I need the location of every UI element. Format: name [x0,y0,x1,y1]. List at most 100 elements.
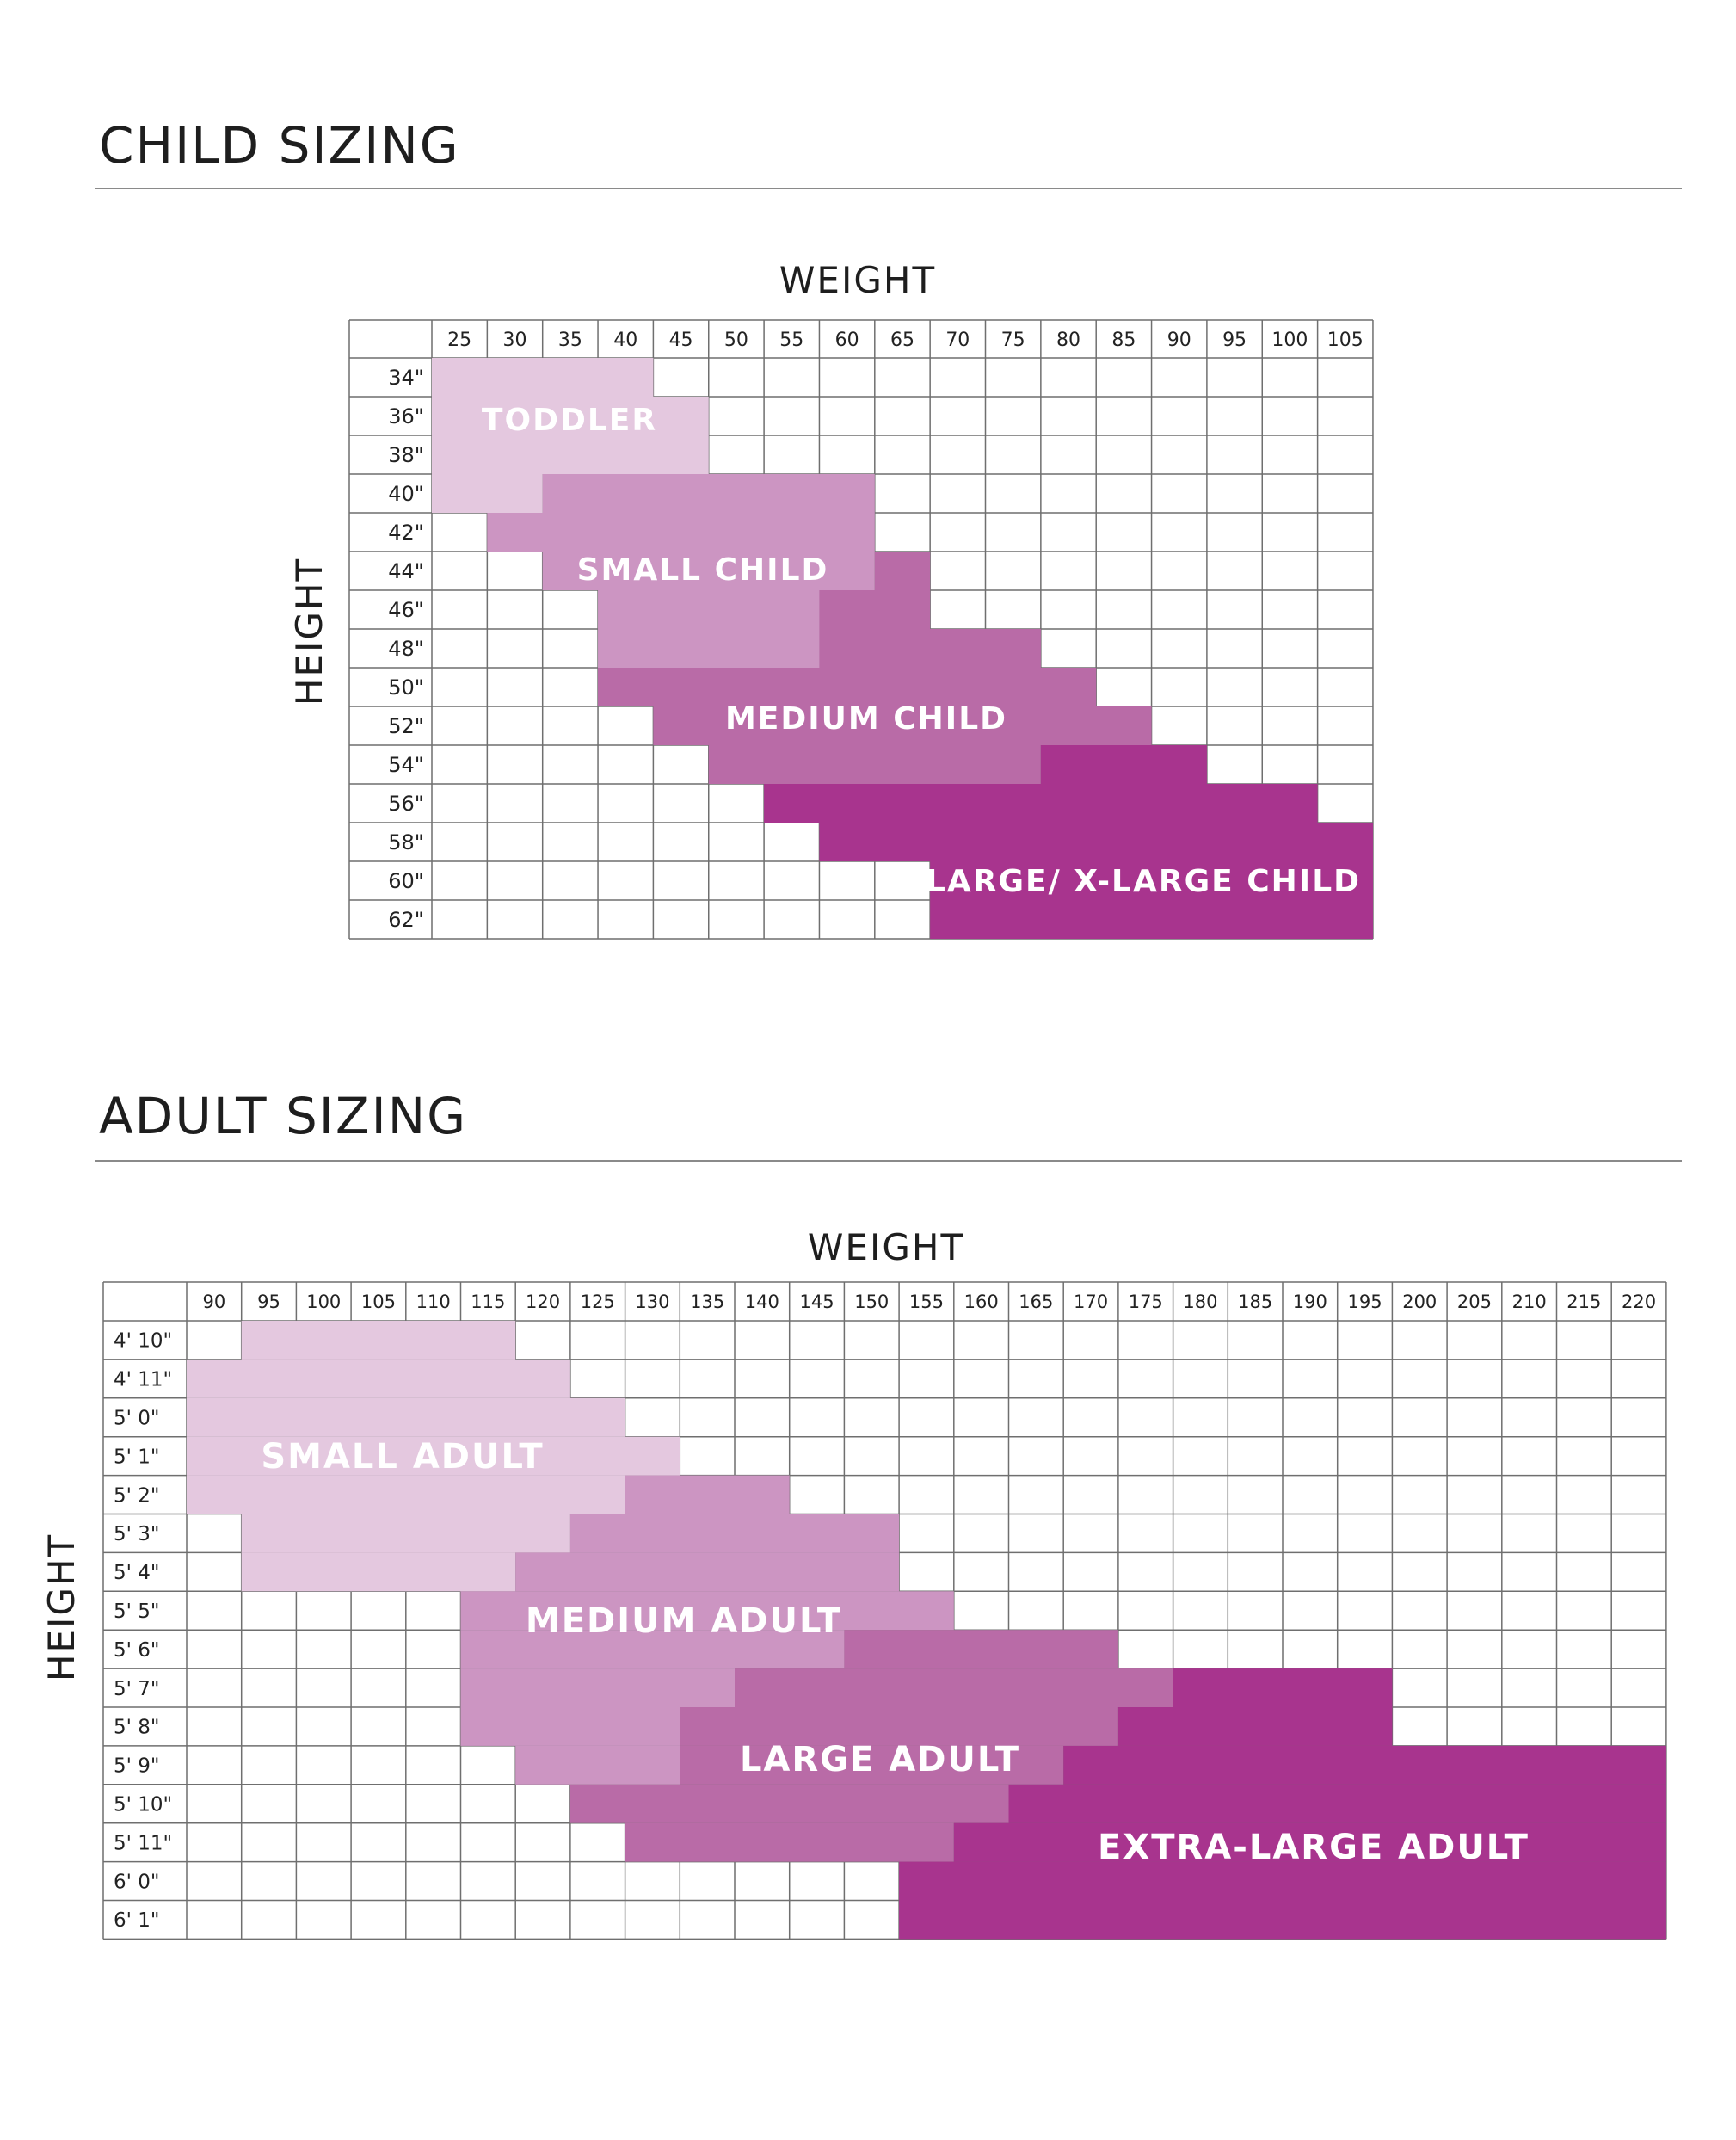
child-height-tick: 42" [388,521,424,545]
child-height-ticks: 34" 36" 38" 40" 42" 44" 46" 48" 50" 52" 54" 56" 58" 6… [388,366,424,932]
adult-title-rule [95,1160,1682,1162]
adult-weight-tick: 195 [1348,1292,1382,1312]
child-zone-2-fill [598,629,820,668]
adult-zone-label-1: SMALL ADULT [261,1437,544,1477]
adult-weight-tick: 110 [416,1292,451,1312]
child-zone-1-fill [432,435,709,474]
adult-weight-tick: 135 [690,1292,724,1312]
adult-weight-tick: 205 [1457,1292,1492,1312]
child-zone-fills [432,358,1373,939]
child-weight-tick: 30 [503,330,527,351]
child-weight-tick: 85 [1111,330,1136,351]
adult-height-tick: 5' 3" [114,1523,159,1545]
adult-weight-tick: 185 [1238,1292,1272,1312]
adult-zone-4-fill [1173,1668,1393,1707]
adult-height-tick: 5' 0" [114,1408,159,1430]
adult-weight-tick: 90 [202,1292,225,1312]
child-zone-label-3: MEDIUM CHILD [725,701,1007,737]
adult-weight-tick: 100 [306,1292,341,1312]
adult-weight-tick: 155 [909,1292,944,1312]
adult-weight-tick: 200 [1402,1292,1437,1312]
child-zone-3-fill [874,552,931,590]
adult-zone-2-fill [460,1707,680,1746]
adult-zone-1-fill [187,1359,570,1398]
child-zone-4-fill [1040,745,1207,784]
child-height-axis-title: HEIGHT [288,558,330,706]
child-zone-2-fill [487,513,875,552]
adult-zone-2-fill [625,1475,790,1514]
child-sizing-chart: 25 30 35 40 45 50 55 60 65 70 75 80 85 90 95 100 10534"3… [288,259,1374,940]
child-weight-tick: 90 [1167,330,1191,351]
child-zone-4-fill [930,900,1373,939]
adult-zone-2-fill [460,1591,954,1631]
child-weight-tick: 25 [447,330,471,351]
child-zone-labels: TODDLER SMALL CHILD MEDIUM CHILD LARGE/ X-L… [482,403,1359,899]
adult-weight-tick: 95 [257,1292,280,1312]
child-weight-tick: 50 [724,330,748,351]
adult-zone-2-fill [460,1668,735,1707]
adult-weight-tick: 145 [800,1292,834,1312]
child-height-tick: 58" [388,830,424,854]
child-height-tick: 62" [388,908,424,932]
adult-zone-1-fill [187,1475,625,1514]
adult-height-tick: 5' 6" [114,1639,159,1662]
adult-zone-4-fill [1063,1745,1666,1785]
child-zone-3-fill [819,629,1041,668]
adult-weight-tick: 180 [1183,1292,1217,1312]
adult-zone-4-fill [953,1822,1666,1862]
adult-zone-1-fill [241,1514,570,1553]
child-zone-label-2: SMALL CHILD [577,552,829,588]
child-weight-ticks: 25 30 35 40 45 50 55 60 65 70 75 80 85 90 95 100 105 [447,330,1364,351]
adult-weight-tick: 210 [1512,1292,1547,1312]
adult-weight-ticks: 90 95 100 105 110 115 120 125 130 135 140 145 150 155… [202,1292,1656,1312]
child-zone-1-fill [432,474,543,513]
child-height-tick: 60" [388,869,424,893]
adult-height-tick: 5' 7" [114,1678,159,1700]
adult-weight-tick: 165 [1019,1292,1053,1312]
adult-weight-tick: 175 [1129,1292,1163,1312]
adult-zone-1-fill [187,1436,680,1476]
adult-weight-tick: 120 [526,1292,560,1312]
adult-zone-4-fill [899,1900,1666,1940]
adult-weight-tick: 160 [964,1292,999,1312]
child-weight-axis-title: WEIGHT [779,259,936,301]
adult-weight-tick: 125 [581,1292,615,1312]
adult-zone-4-fill [1008,1784,1666,1823]
adult-height-tick: 5' 10" [114,1794,172,1816]
child-height-tick: 52" [388,714,424,738]
child-height-tick: 54" [388,753,424,777]
child-height-tick: 38" [388,443,424,467]
adult-zone-4-fill [1117,1707,1393,1746]
adult-zone-3-fill [680,1707,1118,1746]
child-zone-2-fill [598,590,820,629]
adult-zone-1-fill [241,1321,516,1360]
child-height-tick: 48" [388,637,424,661]
child-weight-tick: 70 [945,330,970,351]
child-weight-tick: 80 [1056,330,1080,351]
adult-height-tick: 5' 1" [114,1446,159,1468]
adult-zone-label-2: MEDIUM ADULT [526,1601,842,1641]
child-height-tick: 50" [388,675,424,700]
adult-zone-fills [187,1321,1666,1940]
child-height-tick: 46" [388,598,424,622]
adult-weight-tick: 215 [1567,1292,1601,1312]
adult-height-tick: 6' 0" [114,1871,159,1893]
child-height-tick: 34" [388,366,424,390]
child-zone-2-fill [542,474,875,513]
adult-zone-label-3: LARGE ADULT [740,1740,1020,1779]
child-weight-tick: 65 [890,330,914,351]
adult-height-tick: 5' 8" [114,1717,159,1739]
adult-zone-1-fill [241,1552,516,1592]
child-zone-2-fill [542,552,875,590]
adult-height-tick: 6' 1" [114,1909,159,1932]
child-weight-tick: 75 [1001,330,1025,351]
adult-height-tick: 5' 4" [114,1562,159,1584]
child-weight-tick: 40 [613,330,637,351]
adult-weight-tick: 150 [854,1292,889,1312]
adult-weight-axis-title: WEIGHT [808,1226,964,1268]
child-sizing-title: CHILD SIZING [99,116,460,175]
adult-weight-tick: 105 [361,1292,396,1312]
adult-zone-3-fill [569,1784,1009,1823]
adult-zone-2-fill [460,1630,845,1669]
child-zone-4-fill [930,861,1373,900]
